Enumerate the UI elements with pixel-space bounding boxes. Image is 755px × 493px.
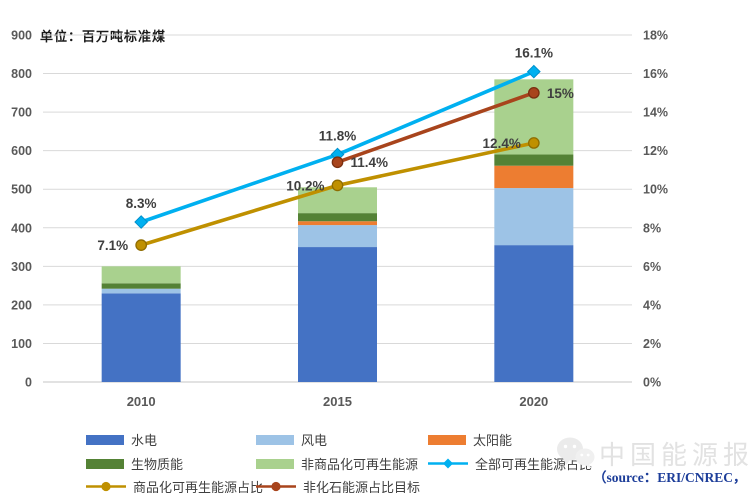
data-label-commercial-renewable-share: 12.4%: [483, 136, 521, 151]
left-axis-tick-label: 200: [11, 298, 32, 312]
right-axis-tick-label: 2%: [643, 337, 661, 351]
data-label-commercial-renewable-share: 7.1%: [97, 238, 128, 253]
legend-item-non-commercial-renewable: 非商品化可再生能源: [256, 454, 418, 473]
legend-label-commercial-renewable-share: 商品化可再生能源占比: [133, 480, 264, 493]
legend-label-wind: 风电: [301, 433, 328, 448]
bar-segment-hydro: [101, 293, 181, 382]
data-label-non-fossil-target: 15%: [547, 86, 574, 101]
left-axis-tick-label: 100: [11, 337, 32, 351]
left-axis-tick-label: 800: [11, 67, 32, 81]
legend-swatch-non-commercial-renewable: [256, 458, 294, 469]
bar-segment-hydro: [494, 245, 574, 382]
marker-commercial-renewable-share: [331, 179, 344, 192]
legend-item-wind: 风电: [256, 430, 327, 449]
data-label-non-fossil-target: 11.4%: [351, 155, 389, 170]
source-credit: （source：ERI/CNREC，: [593, 470, 747, 485]
right-axis-tick-label: 6%: [643, 260, 661, 274]
bar-segment-solar: [298, 221, 377, 226]
left-axis-tick-label: 900: [11, 29, 32, 43]
bar-segment-wind: [101, 288, 181, 294]
bar-segment-biomass: [298, 213, 377, 222]
marker-non-fossil-target: [527, 86, 540, 99]
left-axis-tick-label: 0: [25, 376, 32, 390]
right-axis-tick-label: 4%: [643, 298, 661, 312]
wechat-icon: [557, 437, 595, 469]
legend-label-solar: 太阳能: [473, 433, 513, 448]
unit-label: 单位：百万吨标准煤: [40, 29, 167, 44]
right-axis-tick-label: 18%: [643, 29, 668, 43]
left-axis-tick-label: 300: [11, 260, 32, 274]
bar-segment-solar: [494, 165, 574, 189]
data-label-all-renewable-share: 8.3%: [126, 196, 157, 211]
legend-swatch-all-renewable-share-line: [428, 458, 468, 469]
legend-swatch-non-fossil-target-line: [256, 481, 296, 492]
left-axis-tick-label: 700: [11, 106, 32, 120]
bar-segment-wind: [298, 225, 377, 248]
legend-label-non-fossil-target: 非化石能源占比目标: [303, 480, 421, 493]
x-axis-label: 2015: [323, 394, 352, 409]
left-axis-tick-label: 400: [11, 221, 32, 235]
marker-all-renewable-share: [134, 215, 149, 229]
x-axis-label: 2010: [127, 394, 156, 409]
right-axis-tick-label: 10%: [643, 183, 668, 197]
bar-segment-hydro: [298, 247, 377, 382]
right-axis-tick-label: 14%: [643, 106, 668, 120]
data-label-all-renewable-share: 16.1%: [515, 46, 553, 61]
bar-segment-wind: [494, 188, 574, 246]
x-axis-label: 2020: [519, 394, 548, 409]
right-axis-tick-label: 12%: [643, 144, 668, 158]
left-axis-tick-label: 500: [11, 183, 32, 197]
watermark: 中国能源报 （source：ERI/CNREC，: [553, 433, 755, 493]
marker-all-renewable-share: [526, 64, 541, 79]
marker-commercial-renewable-share: [135, 239, 148, 251]
legend-label-hydro: 水电: [131, 433, 158, 448]
marker-non-fossil-target: [331, 156, 344, 169]
legend-item-hydro: 水电: [86, 430, 157, 449]
line-non-fossil-target: [336, 91, 535, 164]
bar-segment-non-commercial-renewable: [101, 266, 181, 284]
right-axis-tick-label: 16%: [643, 67, 668, 81]
left-axis-tick-label: 600: [11, 144, 32, 158]
bar-segment-biomass: [494, 154, 574, 166]
legend-item-non-fossil-target: 非化石能源占比目标: [256, 477, 420, 493]
data-label-commercial-renewable-share: 10.2%: [286, 178, 324, 193]
marker-commercial-renewable-share: [527, 137, 540, 149]
legend-item-biomass: 生物质能: [86, 454, 183, 473]
brand-watermark: 中国能源报: [599, 440, 755, 470]
legend-swatch-wind: [256, 434, 294, 445]
legend-label-biomass: 生物质能: [131, 457, 184, 472]
legend-item-solar: 太阳能: [428, 430, 512, 449]
legend-swatch-biomass: [86, 458, 124, 469]
chart-plot: 0 0% 100 2% 200 4% 300 6% 400 8% 500 10% 600 12% 700 14…: [11, 29, 668, 410]
bar-segment-biomass: [101, 283, 181, 289]
legend-label-non-commercial-renewable: 非商品化可再生能源: [301, 457, 419, 472]
legend-swatch-commercial-renewable-share-line: [86, 481, 126, 492]
right-axis-tick-label: 0%: [643, 376, 661, 390]
right-axis-tick-label: 8%: [643, 221, 661, 235]
data-label-all-renewable-share: 11.8%: [319, 129, 357, 144]
legend-item-commercial-renewable-share: 商品化可再生能源占比: [86, 477, 263, 493]
legend-swatch-solar: [428, 434, 466, 445]
legend-swatch-hydro: [86, 434, 124, 445]
